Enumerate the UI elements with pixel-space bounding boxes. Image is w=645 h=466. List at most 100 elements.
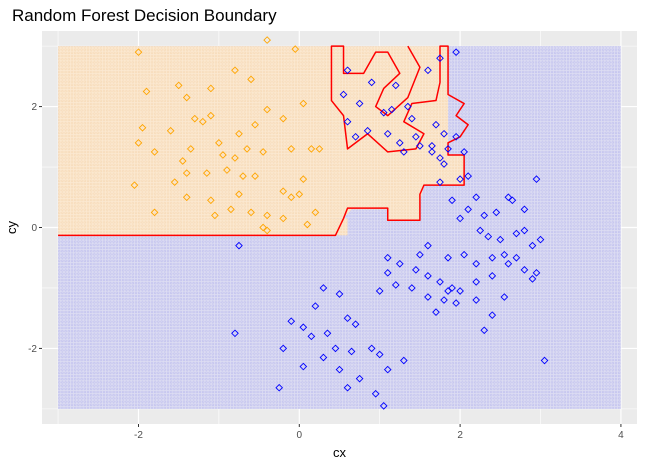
point-class-a — [247, 75, 255, 84]
point-class-b — [504, 193, 513, 202]
point-class-b — [383, 365, 392, 374]
point-class-b — [351, 320, 360, 329]
point-class-a — [263, 226, 271, 235]
point-class-b — [488, 272, 497, 280]
point-class-b — [504, 259, 513, 268]
point-class-b — [383, 269, 392, 277]
point-class-a — [279, 187, 288, 196]
point-class-b — [536, 235, 545, 244]
point-class-a — [150, 208, 159, 217]
point-class-b — [448, 284, 456, 292]
point-class-a — [279, 114, 288, 123]
point-class-b — [399, 148, 408, 156]
point-class-b — [520, 205, 529, 214]
y-axis-title: cy — [4, 221, 19, 235]
point-class-b — [319, 284, 328, 292]
x-tick-label: -2 — [134, 430, 143, 441]
point-class-b — [460, 148, 468, 156]
point-class-b — [299, 323, 308, 332]
point-class-a — [211, 211, 219, 220]
point-class-b — [379, 402, 388, 410]
point-class-b — [387, 105, 396, 114]
point-class-a — [259, 148, 267, 156]
point-class-a — [243, 145, 251, 153]
point-class-a — [207, 84, 215, 93]
point-class-b — [520, 265, 529, 274]
point-class-a — [174, 81, 183, 90]
point-class-b — [383, 253, 392, 262]
point-class-b — [444, 253, 452, 262]
point-class-b — [452, 132, 460, 141]
point-class-b — [484, 232, 493, 241]
point-class-b — [424, 241, 432, 250]
y-tick-label: 2 — [31, 102, 37, 113]
point-class-b — [432, 120, 440, 129]
point-class-b — [488, 253, 497, 262]
point-class-b — [275, 383, 284, 392]
point-class-b — [528, 241, 537, 250]
point-class-a — [202, 169, 211, 177]
point-class-b — [440, 296, 448, 304]
point-class-a — [227, 205, 235, 214]
point-class-b — [436, 54, 444, 63]
point-class-b — [339, 90, 348, 99]
region-a — [331, 46, 465, 221]
point-class-a — [134, 48, 143, 56]
point-class-b — [520, 226, 529, 235]
point-class-a — [182, 93, 191, 102]
point-class-a — [263, 36, 271, 44]
point-class-b — [472, 193, 481, 202]
point-class-b — [476, 226, 485, 235]
point-class-b — [379, 108, 388, 117]
point-class-a — [263, 211, 271, 220]
point-class-a — [207, 196, 215, 205]
point-class-b — [235, 241, 243, 250]
point-class-b — [395, 139, 404, 147]
point-class-b — [331, 344, 340, 353]
point-class-a — [190, 114, 199, 123]
x-tick-label: 0 — [297, 430, 303, 441]
point-class-a — [235, 190, 243, 199]
point-class-b — [424, 66, 432, 75]
point-class-b — [452, 48, 460, 56]
point-class-a — [186, 145, 195, 153]
point-class-b — [448, 196, 456, 205]
point-class-a — [138, 123, 147, 132]
chart-title: Random Forest Decision Boundary — [12, 6, 277, 25]
point-class-a — [134, 139, 143, 147]
point-class-b — [307, 332, 316, 341]
point-class-a — [251, 172, 259, 180]
point-class-a — [315, 145, 324, 153]
point-class-b — [436, 154, 444, 162]
point-class-b — [440, 129, 448, 138]
point-class-b — [343, 66, 352, 75]
point-class-b — [528, 275, 537, 283]
y-tick-label: -2 — [28, 344, 37, 355]
point-class-b — [375, 287, 384, 295]
point-class-b — [323, 329, 332, 338]
point-class-b — [532, 269, 541, 277]
point-class-a — [303, 220, 312, 229]
point-class-b — [444, 145, 452, 153]
point-class-a — [259, 223, 267, 232]
point-class-b — [375, 350, 384, 359]
x-tick-label: 2 — [457, 430, 463, 441]
point-class-b — [456, 175, 464, 183]
point-class-b — [456, 214, 464, 223]
point-class-b — [512, 253, 521, 262]
point-class-a — [247, 208, 255, 217]
point-class-b — [436, 278, 444, 286]
point-class-b — [500, 293, 509, 301]
point-class-b — [371, 389, 380, 398]
point-class-b — [440, 160, 448, 168]
point-class-a — [215, 139, 223, 147]
point-class-b — [335, 365, 344, 374]
point-class-b — [408, 114, 416, 123]
x-tick-label: 4 — [618, 430, 624, 441]
point-class-a — [251, 120, 259, 129]
point-class-a — [231, 154, 239, 162]
point-class-b — [508, 196, 517, 205]
point-class-b — [343, 117, 352, 126]
point-class-a — [223, 166, 231, 174]
point-class-a — [299, 99, 308, 108]
